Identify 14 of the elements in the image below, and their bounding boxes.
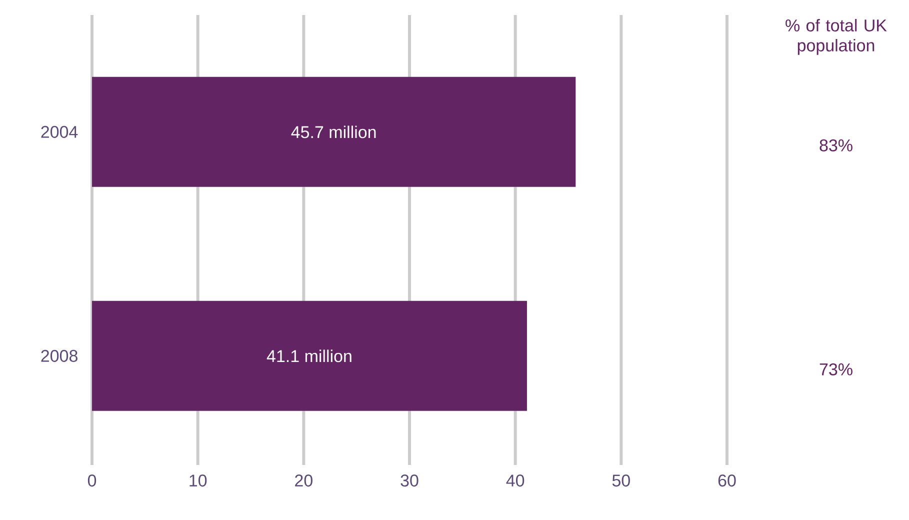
x-tick-label: 10 [190,474,207,487]
text: 73% [820,363,852,376]
text: % of total UK population [786,18,887,55]
y-tick-label: 2004 [41,126,78,138]
x-tick-label: 0 [88,474,96,487]
x-tick-label: 40 [506,474,524,487]
x-tick-label: 30 [400,474,418,487]
text: 83% [820,139,852,152]
data-label: 45.7 million [291,126,376,138]
x-tick-label: 60 [718,474,736,487]
x-tick-label: 50 [612,474,630,487]
y-tick-label: 2008 [41,350,78,362]
data-label: 41.1 million [266,350,352,362]
x-tick-label: 20 [295,474,312,487]
